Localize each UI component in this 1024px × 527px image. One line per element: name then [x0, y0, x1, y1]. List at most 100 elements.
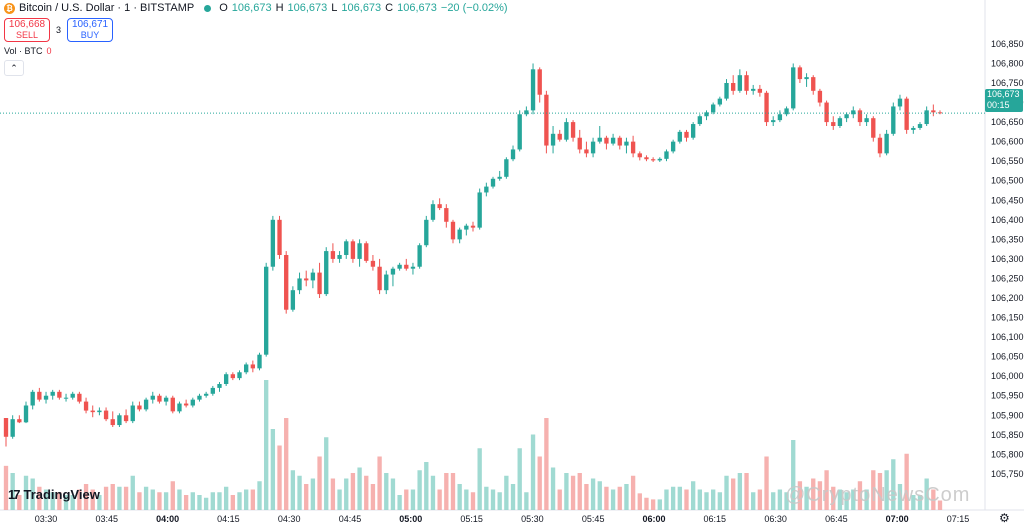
candle-body — [550, 133, 556, 146]
candle-body — [377, 266, 382, 291]
volume-bar — [284, 418, 289, 510]
volume-bar — [3, 465, 9, 510]
time-tick-label: 03:45 — [96, 514, 119, 524]
volume-bar — [450, 473, 456, 510]
candle-body — [83, 401, 89, 411]
candle-body — [163, 397, 169, 402]
symbol-title[interactable]: Bitcoin / U.S. Dollar · 1 · BITSTAMP — [19, 2, 195, 14]
volume-bar — [711, 489, 716, 510]
candle-body — [610, 137, 616, 144]
volume-bar — [177, 489, 182, 510]
volume-bar — [844, 492, 849, 510]
candle-body — [757, 88, 763, 93]
candle-body — [704, 112, 709, 117]
time-tick-label: 05:45 — [582, 514, 605, 524]
volume-bar — [864, 489, 869, 510]
volume-bar — [504, 475, 509, 510]
volume-bar — [157, 492, 162, 510]
volume-bar — [524, 492, 529, 510]
volume-legend[interactable]: Vol · BTC 0 — [4, 46, 52, 56]
volume-bar — [497, 492, 502, 510]
candle-body — [697, 116, 702, 125]
change-value: −20 (−0.02%) — [440, 2, 508, 14]
settings-gear-icon[interactable]: ⚙ — [999, 511, 1010, 525]
candle-body — [70, 393, 75, 398]
candle-body — [764, 92, 769, 123]
candle-body — [430, 204, 436, 220]
volume-bar — [390, 478, 396, 510]
sell-button[interactable]: 106,668 SELL — [4, 18, 50, 42]
spread-value: 3 — [56, 25, 62, 35]
volume-bar — [37, 486, 42, 510]
volume-bar — [630, 475, 636, 510]
sell-label: SELL — [15, 30, 39, 40]
candle-body — [43, 395, 49, 400]
price-tick-label: 106,000 — [991, 371, 1024, 381]
candle-body — [504, 159, 509, 177]
volume-bar — [590, 478, 596, 510]
candle-body — [337, 255, 342, 259]
volume-bar — [150, 489, 155, 510]
volume-bar — [130, 475, 135, 510]
volume-bar — [697, 489, 702, 510]
time-axis: 03:30 03:45 04:00 04:15 04:30 04:45 05:00 05:15… — [35, 514, 970, 524]
candle-body — [544, 94, 549, 146]
candle-body — [891, 106, 896, 134]
time-tick-label: 04:00 — [156, 514, 179, 524]
time-tick-label: 06:00 — [642, 514, 665, 524]
candle-body — [844, 114, 849, 119]
price-tick-label: 106,300 — [991, 254, 1024, 264]
candle-body — [464, 225, 469, 230]
candle-body — [390, 268, 396, 275]
volume-bar — [644, 497, 649, 510]
candle-body — [724, 83, 729, 99]
volume-bar — [370, 484, 376, 510]
volume-bar — [264, 380, 269, 510]
tradingview-logo[interactable]: 17 TradingView — [8, 487, 100, 502]
candle-body — [190, 399, 195, 406]
candle-body — [624, 141, 629, 146]
candle-body — [897, 98, 903, 107]
volume-bar — [584, 484, 589, 510]
candle-body — [57, 391, 62, 398]
candle-body — [364, 243, 369, 261]
candle-body — [130, 405, 135, 422]
close-value: 106,673 — [397, 2, 437, 14]
volume-bar — [63, 495, 69, 510]
volume-bar — [657, 499, 662, 510]
candle-body — [244, 364, 249, 373]
high-value: 106,673 — [287, 2, 328, 14]
candle-body — [577, 137, 582, 150]
volume-value: 0 — [46, 46, 52, 56]
candle-body — [450, 221, 456, 240]
collapse-icon[interactable]: ⌃ — [4, 60, 24, 76]
volume-bar — [183, 495, 189, 510]
open-value: 106,673 — [231, 2, 272, 14]
candle-body — [911, 127, 916, 130]
volume-bar — [857, 481, 863, 510]
candle-body — [737, 75, 743, 91]
volume-bar — [510, 484, 516, 510]
candle-body — [871, 118, 876, 138]
price-tick-label: 106,250 — [991, 273, 1024, 283]
volume-bar — [137, 492, 142, 510]
tradingview-logo-icon: 17 — [8, 487, 21, 502]
price-tick-label: 106,800 — [991, 58, 1024, 68]
volume-bar — [297, 475, 302, 510]
candle-body — [804, 77, 809, 80]
candle-body — [590, 141, 596, 154]
volume-bar — [477, 448, 482, 510]
volume-bar — [203, 497, 209, 510]
volume-bar — [417, 470, 422, 510]
candle-body — [477, 192, 482, 228]
volume-bar — [250, 489, 256, 510]
buy-button[interactable]: 106,671 BUY — [67, 18, 114, 42]
time-tick-label: 04:30 — [278, 514, 301, 524]
volume-bar — [484, 486, 489, 510]
candle-body — [237, 372, 242, 379]
volume-bar — [550, 467, 556, 510]
candle-body — [324, 251, 329, 295]
volume-bar — [10, 473, 15, 510]
symbol-legend: ₿ Bitcoin / U.S. Dollar · 1 · BITSTAMP O… — [4, 2, 508, 14]
